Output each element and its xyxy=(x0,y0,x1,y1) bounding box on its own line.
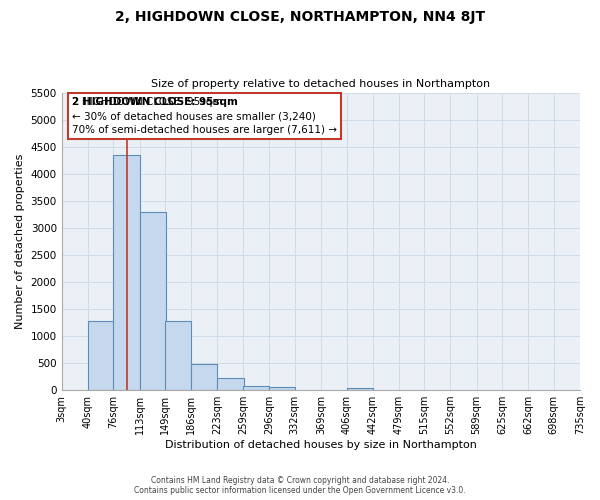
X-axis label: Distribution of detached houses by size in Northampton: Distribution of detached houses by size … xyxy=(165,440,477,450)
Bar xyxy=(191,364,217,390)
Text: 2 HIGHDOWN CLOSE: 95sqm: 2 HIGHDOWN CLOSE: 95sqm xyxy=(72,97,238,107)
Bar xyxy=(347,388,373,390)
Bar xyxy=(165,322,191,390)
Text: 2 HIGHDOWN CLOSE: 95sqm
← 30% of detached houses are smaller (3,240)
70% of semi: 2 HIGHDOWN CLOSE: 95sqm ← 30% of detache… xyxy=(72,97,337,135)
Bar xyxy=(269,388,295,390)
Bar xyxy=(140,212,166,390)
Text: 2, HIGHDOWN CLOSE, NORTHAMPTON, NN4 8JT: 2, HIGHDOWN CLOSE, NORTHAMPTON, NN4 8JT xyxy=(115,10,485,24)
Text: Contains HM Land Registry data © Crown copyright and database right 2024.
Contai: Contains HM Land Registry data © Crown c… xyxy=(134,476,466,495)
Bar xyxy=(113,155,140,390)
Title: Size of property relative to detached houses in Northampton: Size of property relative to detached ho… xyxy=(151,79,490,89)
Bar xyxy=(243,386,269,390)
Bar xyxy=(88,322,114,390)
Bar xyxy=(217,378,244,390)
Y-axis label: Number of detached properties: Number of detached properties xyxy=(15,154,25,329)
